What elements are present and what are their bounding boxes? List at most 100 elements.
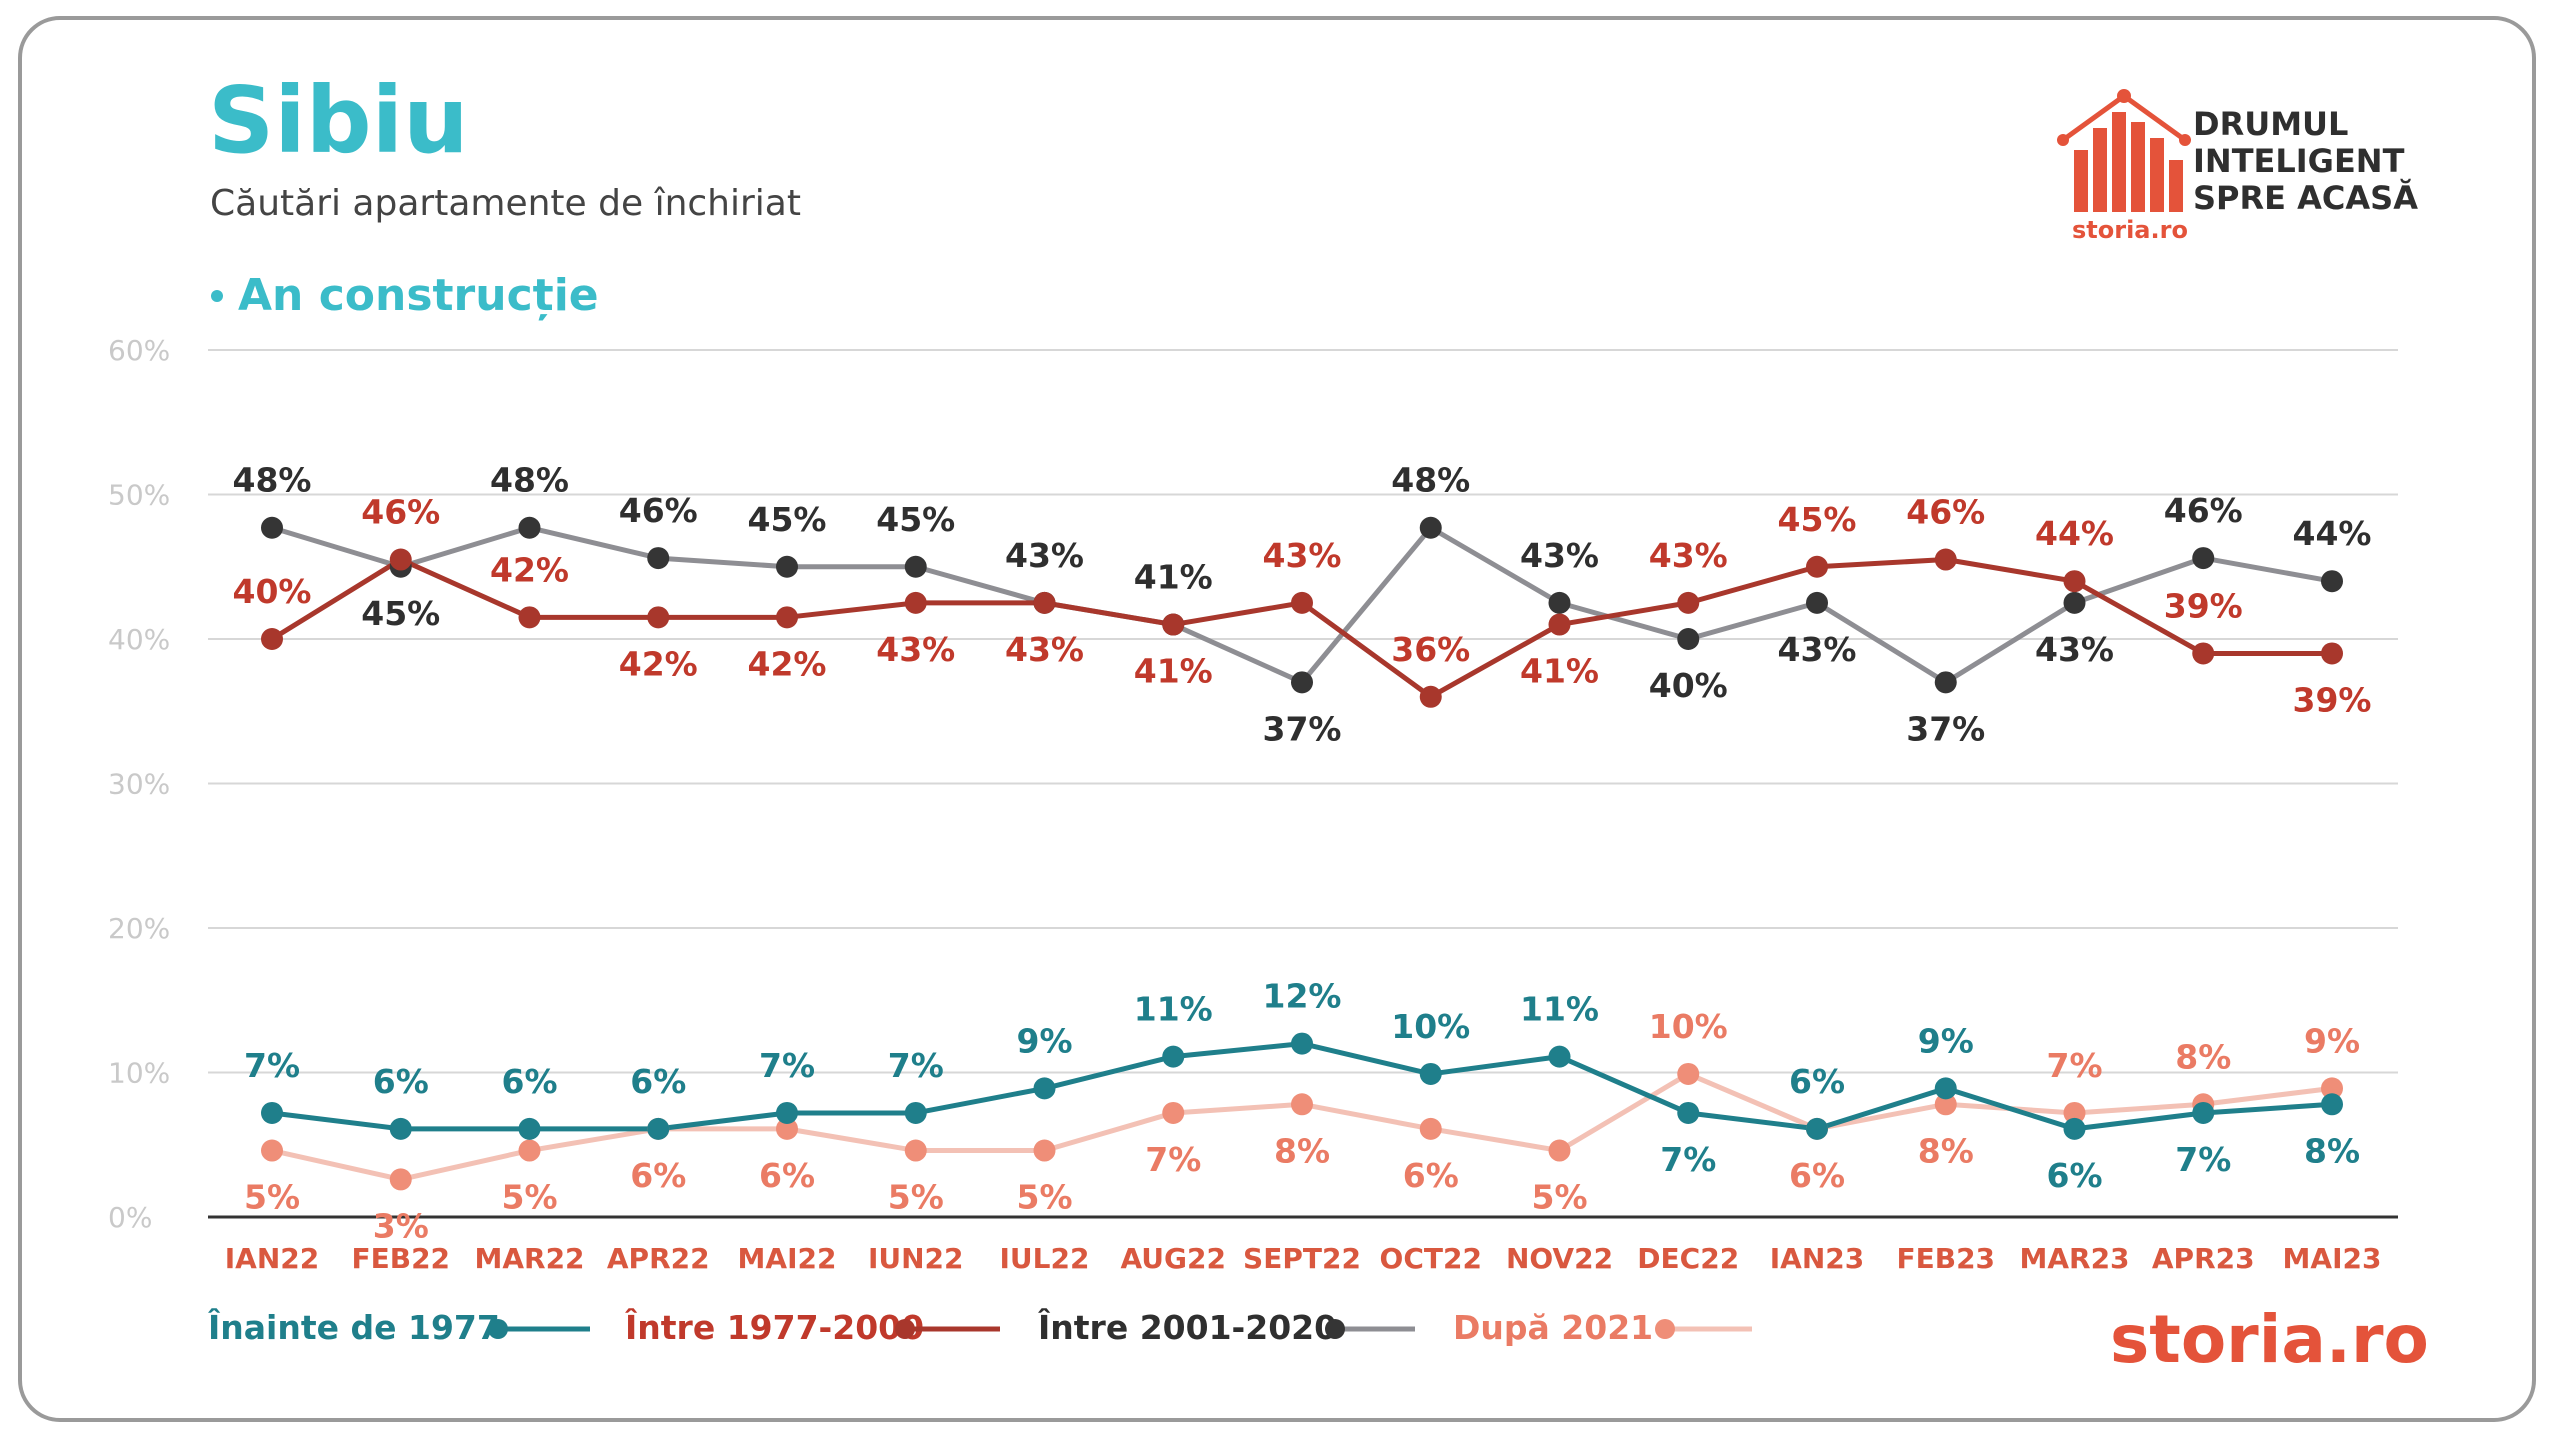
- data-label: 36%: [1391, 630, 1470, 669]
- data-label: 43%: [1005, 536, 1084, 575]
- data-label: 5%: [888, 1178, 944, 1217]
- legend-dot-swatch: [1325, 1319, 1345, 1339]
- data-label: 40%: [1649, 666, 1728, 705]
- data-point: [2063, 591, 2086, 614]
- data-label: 43%: [2035, 630, 2114, 669]
- data-label: 10%: [1649, 1007, 1728, 1046]
- data-label: 3%: [373, 1206, 429, 1245]
- data-label: 45%: [748, 500, 827, 539]
- data-label: 44%: [2035, 514, 2114, 553]
- data-label: 43%: [1520, 536, 1599, 575]
- data-point: [1291, 671, 1313, 694]
- data-label: 42%: [748, 644, 827, 683]
- data-point: [1548, 1045, 1571, 1068]
- data-label: 43%: [1649, 536, 1728, 575]
- x-tick-label: IAN22: [225, 1242, 320, 1275]
- data-point: [389, 1117, 412, 1140]
- house-bars-icon: [2057, 89, 2191, 212]
- data-label: 41%: [1134, 652, 1213, 691]
- data-point: [2192, 1101, 2215, 1124]
- x-tick-label: MAI23: [2283, 1242, 2382, 1275]
- data-point: [2321, 570, 2343, 593]
- data-label: 48%: [1391, 461, 1470, 500]
- storia-logo: storia.ro DRUMUL INTELIGENT SPRE ACASĂ: [2057, 89, 2418, 244]
- data-point: [1677, 628, 1700, 650]
- grid-layer: 0% 10% 20% 30% 40% 50% 60%: [108, 334, 2398, 1234]
- data-point: [776, 606, 798, 629]
- data-point: [518, 606, 541, 629]
- data-label: 7%: [2175, 1140, 2231, 1179]
- legend-label: Între 1977-2000: [625, 1307, 924, 1347]
- data-label: 46%: [1906, 493, 1985, 532]
- data-point: [904, 1101, 927, 1124]
- data-point: [2063, 570, 2086, 593]
- data-label: 11%: [1134, 990, 1213, 1029]
- section-bullet: [211, 290, 223, 302]
- data-point: [1934, 548, 1957, 571]
- data-point: [1806, 591, 1828, 614]
- data-label: 6%: [501, 1062, 557, 1101]
- data-label: 46%: [361, 493, 440, 532]
- data-point: [1419, 516, 1442, 539]
- data-label: 46%: [619, 491, 698, 530]
- data-point: [1548, 1139, 1571, 1162]
- data-label: 5%: [244, 1178, 300, 1217]
- brand-wordmark: storia.ro: [2110, 1301, 2429, 1378]
- data-point: [1419, 685, 1442, 708]
- x-axis: IAN22 FEB22 MAR22 APR22 MAI22 IUN22 IUL22 AUG22…: [225, 1242, 2382, 1275]
- data-label: 6%: [1403, 1156, 1459, 1195]
- x-tick-label: NOV22: [1506, 1242, 1613, 1275]
- y-tick-label: 60%: [108, 334, 170, 367]
- series-layer: [261, 516, 2343, 1191]
- data-point: [1162, 1101, 1185, 1124]
- data-label: 9%: [1918, 1021, 1974, 1060]
- data-point: [647, 1117, 670, 1140]
- data-point: [518, 1117, 541, 1140]
- y-tick-label: 30%: [108, 768, 170, 801]
- x-tick-label: MAR22: [474, 1242, 584, 1275]
- x-tick-label: AUG22: [1121, 1242, 1227, 1275]
- x-tick-label: SEPT22: [1243, 1242, 1361, 1275]
- logo-badge-text: storia.ro: [2072, 216, 2188, 244]
- data-label: 5%: [1016, 1178, 1072, 1217]
- data-label: 43%: [1778, 630, 1857, 669]
- legend-dot-swatch: [488, 1319, 508, 1339]
- data-point: [1291, 1032, 1313, 1055]
- data-point: [2321, 642, 2343, 665]
- chart-subtitle: Căutări apartamente de închiriat: [210, 183, 801, 224]
- x-tick-label: IUN22: [868, 1242, 964, 1275]
- data-point: [776, 1117, 798, 1140]
- data-label: 45%: [361, 594, 440, 633]
- data-label: 48%: [490, 461, 569, 500]
- data-point: [1033, 1139, 1056, 1162]
- data-point: [2192, 642, 2215, 665]
- data-label: 6%: [2046, 1156, 2102, 1195]
- y-tick-label: 0%: [108, 1201, 152, 1234]
- data-label: 9%: [2304, 1021, 2360, 1060]
- x-tick-label: MAR23: [2019, 1242, 2129, 1275]
- data-point: [261, 1101, 283, 1124]
- legend-dot-swatch: [1655, 1319, 1675, 1339]
- legend: Înainte de 1977 Între 1977-2000 Între 2001…: [208, 1307, 1752, 1347]
- data-label: 43%: [1263, 536, 1342, 575]
- data-label: 11%: [1520, 990, 1599, 1029]
- data-label: 46%: [2164, 491, 2243, 530]
- x-tick-label: IAN23: [1770, 1242, 1865, 1275]
- data-label: 7%: [1145, 1140, 1201, 1179]
- data-point: [1934, 1077, 1957, 1100]
- data-label: 6%: [1789, 1062, 1845, 1101]
- legend-label: După 2021: [1453, 1308, 1653, 1347]
- x-tick-label: APR22: [607, 1242, 710, 1275]
- data-point: [776, 555, 798, 578]
- data-label: 7%: [1660, 1140, 1716, 1179]
- data-point: [904, 1139, 927, 1162]
- data-label: 6%: [630, 1156, 686, 1195]
- section-label: An construcție: [238, 270, 599, 321]
- data-point: [904, 555, 927, 578]
- data-label: 5%: [1531, 1178, 1587, 1217]
- data-point: [1806, 1117, 1828, 1140]
- data-label: 44%: [2293, 514, 2372, 553]
- data-point: [1162, 613, 1185, 636]
- data-point: [776, 1101, 798, 1124]
